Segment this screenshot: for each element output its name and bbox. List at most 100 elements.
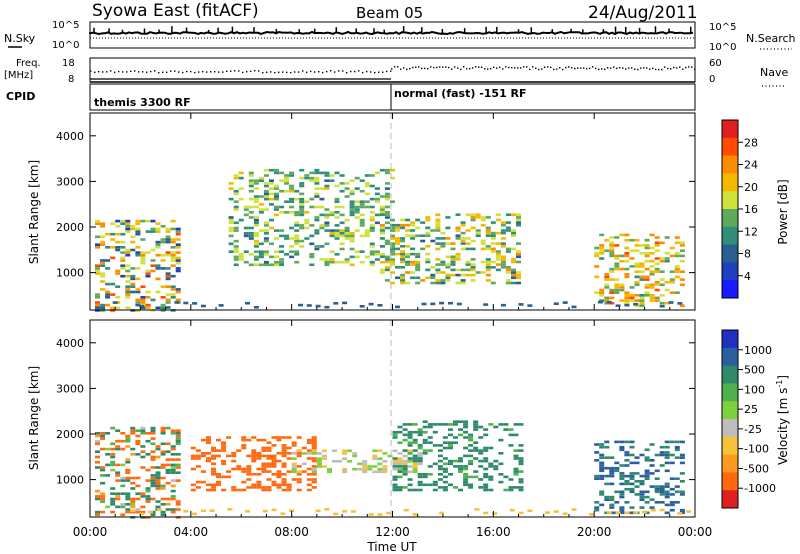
power-cell	[435, 271, 441, 274]
velocity-cell	[175, 453, 181, 456]
velocity-cell	[659, 508, 665, 512]
power-cell	[669, 280, 675, 284]
velocity-cell	[493, 425, 499, 429]
nave-point	[162, 71, 164, 73]
power-cell	[314, 179, 320, 182]
velocity-cell	[669, 493, 675, 496]
velocity-cell	[125, 508, 131, 511]
power-cell	[284, 253, 290, 256]
power-cell	[135, 298, 141, 302]
power-cell	[258, 253, 264, 256]
velocity-cell	[271, 444, 277, 447]
velocity-cell	[417, 430, 423, 434]
nave-point	[358, 70, 360, 72]
velocity-cell	[422, 473, 428, 476]
power-cell	[233, 263, 239, 267]
power-cell	[639, 262, 645, 266]
velocity-cell	[286, 486, 292, 489]
velocity-cell	[624, 451, 630, 454]
velocity-cell	[412, 470, 418, 474]
nave-tick-bottom: 0	[709, 74, 715, 85]
velocity-cell	[473, 470, 479, 473]
velocity-cell	[306, 478, 312, 481]
power-cell	[465, 237, 471, 240]
velocity-cell	[135, 476, 141, 480]
velocity-cell	[221, 488, 227, 492]
velocity-cell	[609, 482, 615, 486]
velocity-cell	[261, 488, 267, 492]
velocity-cell	[165, 463, 171, 467]
velocity-cell	[148, 510, 153, 514]
power-cell	[130, 248, 136, 252]
power-cell	[490, 231, 496, 235]
power-cell	[599, 291, 605, 294]
velocity-cell	[324, 508, 330, 511]
power-cell	[511, 268, 516, 272]
power-cell	[120, 219, 126, 223]
power-cell	[160, 238, 166, 241]
nave-point	[234, 70, 236, 72]
velocity-cell	[206, 457, 211, 460]
velocity-cell	[463, 430, 469, 434]
power-cell	[674, 267, 680, 271]
velocity-cell	[266, 470, 272, 473]
velocity-cell	[609, 474, 615, 478]
nave-point	[150, 70, 152, 73]
power-cell	[309, 255, 315, 259]
velocity-cell	[241, 480, 247, 484]
power-cell	[238, 255, 244, 259]
velocity-cell	[453, 420, 458, 423]
velocity-cell	[256, 457, 262, 460]
power-cell	[619, 254, 625, 258]
power-cell	[668, 301, 674, 304]
power-cell	[274, 205, 279, 209]
velocity-cell	[513, 467, 519, 471]
power-cell	[450, 255, 456, 259]
power-cell	[390, 223, 395, 227]
velocity-cell	[659, 493, 665, 496]
power-cell	[430, 302, 436, 306]
nave-point	[386, 70, 388, 73]
velocity-cell	[170, 458, 176, 461]
power-cell	[339, 232, 345, 235]
velocity-cell	[311, 457, 317, 460]
power-cell	[334, 205, 340, 209]
velocity-cell	[251, 483, 257, 487]
velocity-cell	[437, 467, 443, 471]
power-cell	[274, 250, 279, 253]
velocity-cell	[281, 480, 287, 484]
power-cell	[624, 254, 630, 258]
power-cell	[639, 296, 645, 300]
power-cell	[615, 304, 621, 307]
power-cell	[384, 171, 390, 175]
velocity-cell	[614, 501, 620, 504]
freq-point	[538, 68, 540, 71]
power-cell	[329, 179, 335, 182]
power-cell	[170, 264, 176, 267]
power-cell	[165, 277, 171, 281]
x-tick-label: 00:00	[73, 525, 108, 539]
velocity-cell	[140, 450, 146, 453]
velocity-cell	[382, 470, 388, 474]
power-cell	[294, 189, 300, 193]
power-cell	[175, 238, 181, 241]
velocity-cell	[236, 465, 242, 468]
velocity-cell	[432, 488, 438, 492]
freq-point	[499, 66, 501, 69]
power-cell	[604, 275, 610, 279]
power-cell	[233, 221, 239, 225]
power-cell	[384, 258, 390, 261]
velocity-cell	[251, 449, 257, 452]
velocity-cell	[155, 471, 161, 474]
freq-point	[628, 67, 630, 69]
power-cell	[369, 260, 375, 264]
velocity-cell	[160, 453, 166, 456]
velocity-cell	[281, 444, 287, 447]
velocity-cell	[442, 475, 448, 479]
velocity-cell	[649, 485, 655, 488]
power-cell	[170, 253, 176, 257]
power-cell	[505, 250, 511, 253]
velocity-cell	[619, 474, 625, 478]
power-y-tick-label: 3000	[56, 175, 84, 188]
